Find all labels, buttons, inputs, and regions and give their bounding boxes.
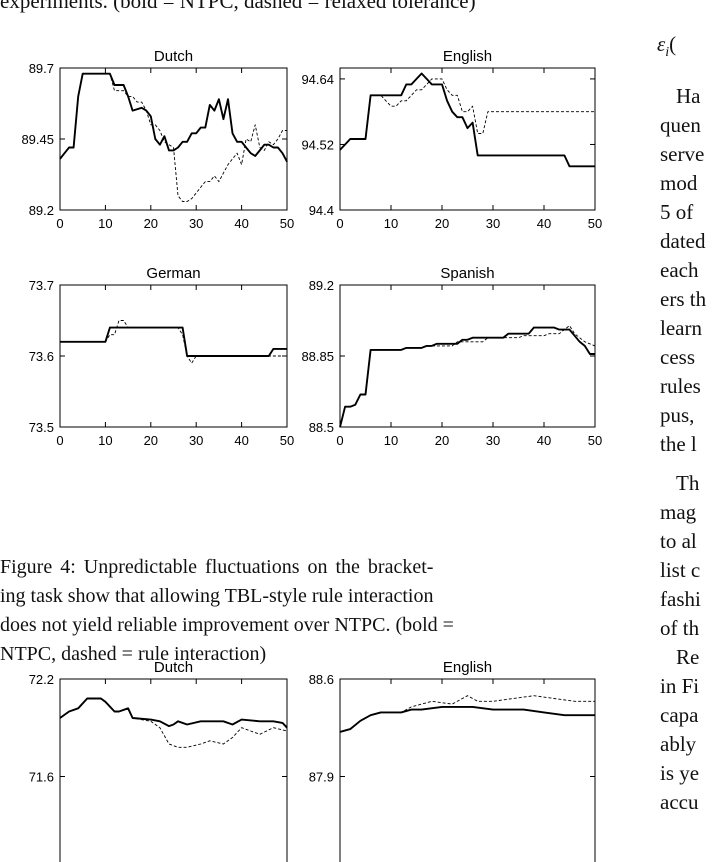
plot-frame — [339, 67, 596, 211]
x-tick-label: 0 — [56, 216, 63, 231]
x-tick-label: 20 — [144, 433, 158, 448]
right-column-line: Th — [676, 471, 700, 495]
x-tick-label: 20 — [435, 433, 449, 448]
right-column-line: quen — [660, 113, 701, 137]
x-tick-label: 20 — [435, 216, 449, 231]
x-tick-label: 30 — [486, 433, 500, 448]
x-tick-label: 0 — [336, 433, 343, 448]
series-line-dashed — [59, 73, 287, 202]
right-column-line: Ha — [676, 84, 701, 108]
right-column-line: learn — [660, 316, 702, 340]
y-tick-label: 89.2 — [29, 203, 54, 218]
right-column-line: is ye — [660, 761, 700, 785]
right-column-line: ers th — [660, 287, 707, 311]
right-column-line: cess — [660, 345, 695, 369]
plot-title: German — [146, 265, 200, 282]
plot-title: Spanish — [440, 265, 494, 282]
plot-frame — [59, 678, 288, 862]
right-column-line: accu — [660, 790, 699, 814]
y-tick-label: 88.6 — [309, 672, 334, 687]
right-column-line: the l — [660, 432, 697, 456]
x-tick-label: 40 — [234, 216, 248, 231]
x-tick-label: 0 — [336, 216, 343, 231]
series-line-dashed — [339, 78, 595, 151]
right-column-line: capa — [660, 703, 699, 727]
x-tick-label: 40 — [234, 433, 248, 448]
x-tick-label: 20 — [144, 216, 158, 231]
y-tick-label: 89.45 — [21, 132, 54, 147]
x-tick-label: 10 — [384, 216, 398, 231]
right-column-line: of th — [660, 616, 700, 640]
y-tick-label: 94.64 — [301, 72, 334, 87]
right-column-line: mod — [660, 171, 698, 195]
series-line-bold — [60, 326, 287, 357]
right-column-line: 5 of — [660, 200, 694, 224]
right-column-line: dated — [660, 229, 706, 253]
series-line-bold — [339, 326, 595, 428]
x-tick-label: 40 — [537, 216, 551, 231]
y-tick-label: 88.5 — [309, 420, 334, 435]
right-column-line: ably — [660, 732, 697, 756]
right-column-line: rules — [660, 374, 701, 398]
x-tick-label: 30 — [189, 433, 203, 448]
y-tick-label: 88.85 — [301, 349, 334, 364]
x-tick-label: 50 — [280, 216, 294, 231]
figure4-caption: Figure 4: Unpredictable fluctuations on … — [0, 553, 645, 669]
equation-fragment: εi( — [657, 32, 677, 61]
y-tick-label: 89.2 — [309, 278, 334, 293]
y-tick-label: 72.2 — [29, 672, 54, 687]
right-column-line: pus, — [660, 403, 695, 427]
plot-title: Dutch — [154, 48, 193, 65]
x-tick-label: 30 — [486, 216, 500, 231]
plot-title: Dutch — [154, 659, 193, 676]
x-tick-label: 0 — [56, 433, 63, 448]
right-column-line: list c — [660, 558, 701, 582]
right-column-line: in Fi — [660, 674, 700, 698]
right-column-line: each — [660, 258, 699, 282]
right-column-line: serve — [660, 142, 705, 166]
series-line-bold — [339, 705, 595, 733]
x-tick-label: 10 — [98, 216, 112, 231]
series-line-bold — [59, 72, 288, 163]
caption-line: Figure 4: Unpredictable fluctuations on … — [0, 556, 434, 578]
caption-line: NTPC, dashed = rule interaction) — [0, 643, 267, 665]
right-column-line: Re — [676, 645, 700, 669]
y-tick-label: 94.4 — [309, 203, 334, 218]
right-column-line: mag — [660, 500, 697, 524]
x-tick-label: 50 — [588, 216, 602, 231]
plot-frame — [339, 284, 596, 428]
series-line-dashed — [339, 325, 596, 428]
plot-title: English — [443, 659, 492, 676]
plot-frame — [59, 67, 288, 211]
right-column-line: to al — [660, 529, 697, 553]
x-tick-label: 40 — [537, 433, 551, 448]
caption-line: does not yield reliable improvement over… — [0, 614, 454, 636]
x-tick-label: 50 — [588, 433, 602, 448]
y-tick-label: 71.6 — [29, 770, 54, 785]
series-line-dashed — [59, 698, 288, 748]
y-tick-label: 73.7 — [29, 278, 54, 293]
x-tick-label: 50 — [280, 433, 294, 448]
y-tick-label: 94.52 — [301, 137, 334, 152]
x-tick-label: 10 — [384, 433, 398, 448]
y-tick-label: 73.5 — [29, 420, 54, 435]
series-line-bold — [59, 697, 288, 729]
x-tick-label: 10 — [98, 433, 112, 448]
right-column-line: fashi — [660, 587, 701, 611]
y-tick-label: 87.9 — [309, 770, 334, 785]
x-tick-label: 30 — [189, 216, 203, 231]
y-tick-label: 89.7 — [29, 61, 54, 76]
plot-title: English — [443, 48, 492, 65]
caption-line: ing task show that allowing TBL-style ru… — [0, 585, 434, 607]
figure3-caption-fragment: experiments. (bold = NTPC, dashed = rela… — [0, 0, 476, 13]
y-tick-label: 73.6 — [29, 349, 54, 364]
series-line-bold — [339, 72, 595, 168]
